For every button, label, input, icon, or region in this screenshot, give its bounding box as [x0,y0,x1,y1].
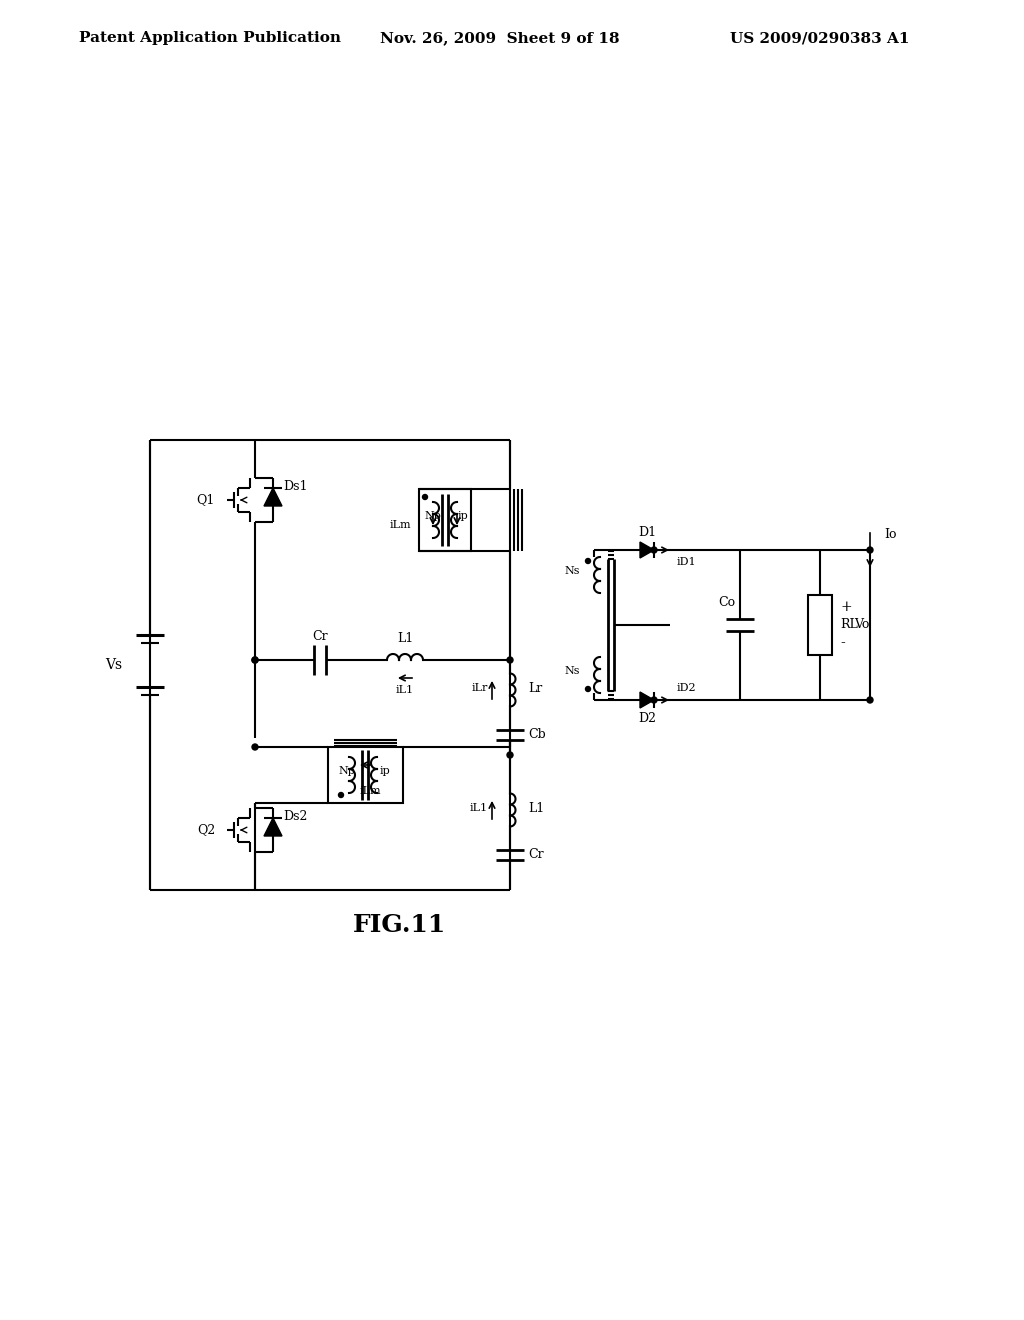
Text: US 2009/0290383 A1: US 2009/0290383 A1 [730,30,909,45]
Circle shape [507,657,513,663]
Text: +: + [840,601,852,614]
Polygon shape [640,692,654,708]
Text: -: - [840,636,845,649]
Circle shape [867,697,873,704]
Text: Cb: Cb [528,729,546,742]
Text: FIG.11: FIG.11 [353,913,446,937]
Text: Lr: Lr [528,681,543,694]
Text: Patent Application Publication: Patent Application Publication [79,30,341,45]
Circle shape [867,546,873,553]
Text: Np: Np [339,766,355,776]
Text: ip: ip [380,766,390,776]
Text: iL1: iL1 [396,685,414,696]
Text: Vs: Vs [104,657,122,672]
Text: Nov. 26, 2009  Sheet 9 of 18: Nov. 26, 2009 Sheet 9 of 18 [380,30,620,45]
Circle shape [252,744,258,750]
Circle shape [651,546,657,553]
Text: Co: Co [718,597,735,610]
Text: Vo: Vo [854,619,869,631]
Text: iD1: iD1 [677,557,696,568]
Polygon shape [264,818,282,836]
Text: Q1: Q1 [197,494,215,507]
Circle shape [586,558,591,564]
Text: iD2: iD2 [677,682,696,693]
Polygon shape [264,488,282,506]
Circle shape [651,697,657,704]
Text: D1: D1 [638,525,656,539]
Text: Ds1: Ds1 [283,479,307,492]
Text: Np: Np [425,511,441,521]
Circle shape [252,657,258,663]
Text: iLm: iLm [389,520,411,531]
Text: L1: L1 [397,631,413,644]
Text: ip: ip [458,511,468,521]
Circle shape [252,657,258,663]
Text: Q2: Q2 [197,824,215,837]
Text: Cr: Cr [528,849,544,862]
Text: iL1: iL1 [470,803,488,813]
Text: Ds2: Ds2 [283,809,307,822]
Circle shape [339,792,343,797]
Circle shape [423,495,427,499]
Bar [419,488,471,550]
Text: Ns: Ns [564,566,580,576]
Circle shape [586,686,591,692]
Bar [808,595,831,655]
Polygon shape [640,543,654,558]
Text: Io: Io [884,528,896,540]
Text: iLr: iLr [472,682,488,693]
Circle shape [507,752,513,758]
Text: D2: D2 [638,711,656,725]
Text: iLm: iLm [359,785,381,796]
Text: L1: L1 [528,801,544,814]
Bar [328,747,402,803]
Text: Cr: Cr [312,630,328,643]
Text: RL: RL [840,619,858,631]
Text: Ns: Ns [564,667,580,676]
